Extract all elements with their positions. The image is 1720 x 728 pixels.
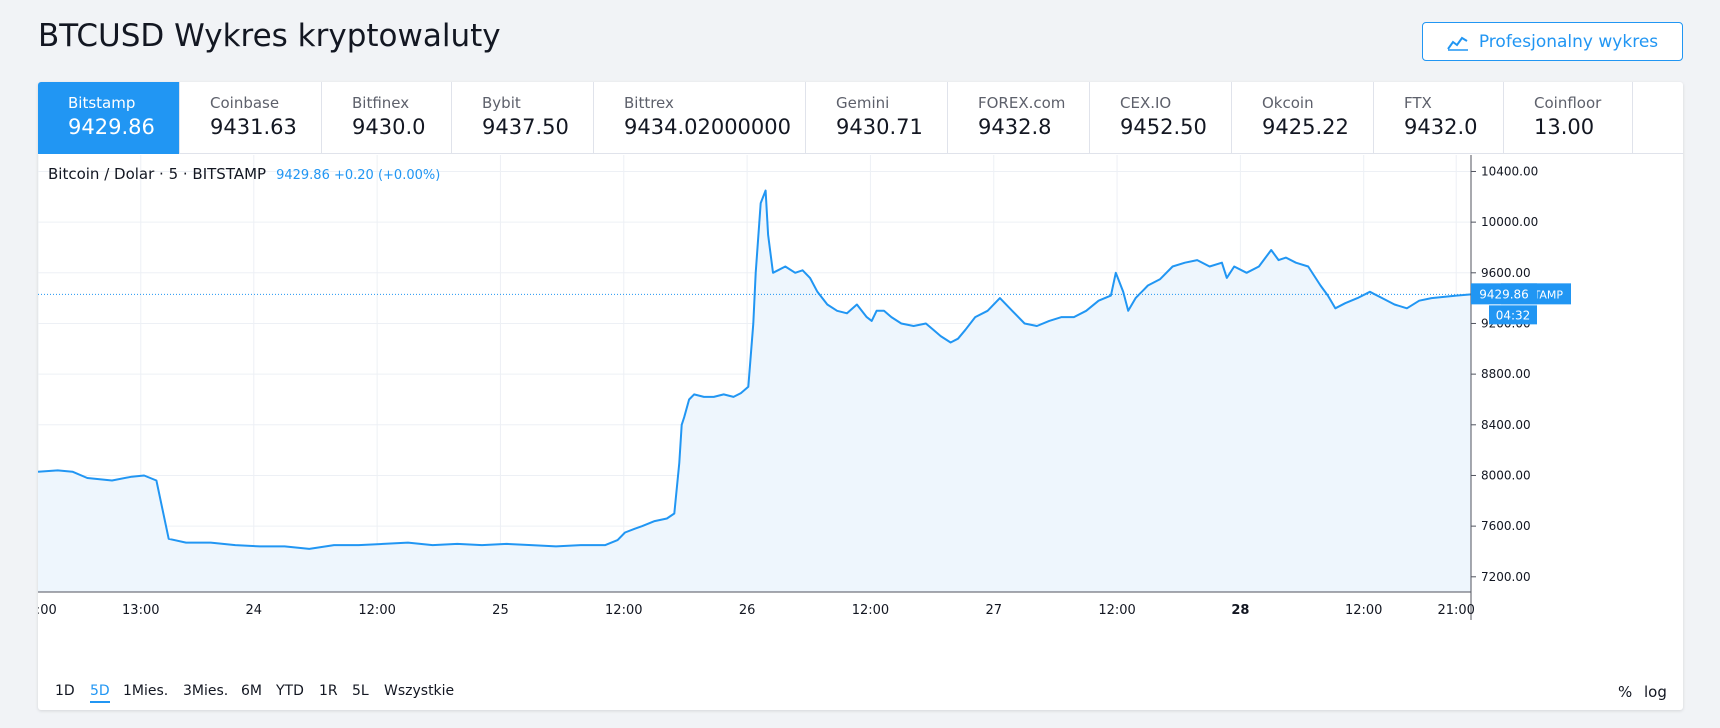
exchange-name: FTX	[1404, 94, 1432, 112]
price-tick-label: 10000.00	[1481, 215, 1538, 229]
time-tick-label: 12:00	[1098, 603, 1135, 618]
time-tick-label: 28	[1231, 603, 1249, 618]
range-1r[interactable]: 1R	[319, 683, 338, 699]
exchange-price: 9434.02000000	[624, 115, 792, 139]
exchange-price: 9452.50	[1120, 115, 1207, 139]
tab-bybit[interactable]: Bybit 9437.50	[452, 82, 594, 154]
exchange-price: 9430.71	[836, 115, 923, 139]
professional-chart-label: Profesjonalny wykres	[1478, 31, 1659, 52]
range-6m[interactable]: 6M	[241, 683, 262, 699]
tab-bitstamp[interactable]: Bitstamp 9429.86	[38, 82, 180, 154]
exchange-name: FOREX.com	[978, 94, 1066, 112]
range-wszystkie[interactable]: Wszystkie	[384, 683, 455, 699]
tab-bitfinex[interactable]: Bitfinex 9430.0	[322, 82, 452, 154]
exchange-price: 9431.63	[210, 115, 297, 139]
tab-gemini[interactable]: Gemini 9430.71	[806, 82, 948, 154]
exchange-price: 9432.8	[978, 115, 1052, 139]
exchange-name: Coinfloor	[1534, 94, 1602, 112]
price-tick-label: 8400.00	[1481, 418, 1531, 432]
time-tick-label: 24	[246, 603, 263, 618]
tab-coinfloor[interactable]: Coinfloor 13.00	[1504, 82, 1633, 154]
time-tick-label: 12:00	[852, 603, 889, 618]
log-scale-toggle[interactable]: log	[1644, 683, 1667, 701]
chart-line-icon	[1447, 36, 1468, 51]
range-3mies[interactable]: 3Mies.	[183, 683, 229, 699]
time-tick-label: 12:00	[1345, 603, 1382, 618]
exchange-price: 9430.0	[352, 115, 426, 139]
price-tick-label: 10400.00	[1481, 164, 1538, 178]
time-tick-label: 12:00	[358, 603, 395, 618]
exchange-price: 9429.86	[68, 115, 155, 139]
exchange-name: Coinbase	[210, 94, 280, 112]
professional-chart-button[interactable]: Profesjonalny wykres	[1422, 22, 1683, 61]
tab-forex-com[interactable]: FOREX.com 9432.8	[948, 82, 1090, 154]
price-chart[interactable]: 7200.007600.008000.008400.008800.009200.…	[38, 155, 1683, 637]
range-toolbar: 1D 5D 1Mies. 3Mies. 6M YTD 1R 5L Wszystk…	[38, 677, 1683, 705]
time-tick-label: 25	[492, 603, 509, 618]
exchange-name: Bybit	[482, 94, 521, 112]
range-5l[interactable]: 5L	[352, 683, 369, 699]
time-tick-label: 13:00	[122, 603, 159, 618]
price-label-value: 9429.86	[1479, 287, 1529, 301]
chart-svg[interactable]: 7200.007600.008000.008400.008800.009200.…	[38, 155, 1683, 665]
price-tick-label: 8000.00	[1481, 468, 1531, 482]
range-ytd[interactable]: YTD	[276, 683, 304, 699]
range-1d[interactable]: 1D	[55, 683, 75, 699]
range-1mies[interactable]: 1Mies.	[123, 683, 169, 699]
page-title: BTCUSD Wykres kryptowaluty	[38, 18, 501, 54]
exchange-name: Bittrex	[624, 94, 674, 112]
chart-card: Bitstamp 9429.86 Coinbase 9431.63 Bitfin…	[38, 82, 1683, 710]
price-tick-label: 7200.00	[1481, 570, 1531, 584]
time-tick-label: 12:00	[605, 603, 642, 618]
price-label-value-box	[1471, 283, 1537, 305]
time-tick-label: 27	[985, 603, 1002, 618]
legend-values: 9429.86 +0.20 (+0.00%)	[276, 168, 441, 183]
time-tick-label: 21:00	[1437, 603, 1474, 618]
price-tick-label: 7600.00	[1481, 519, 1531, 533]
legend-symbol: Bitcoin / Dolar · 5 · BITSTAMP	[48, 165, 267, 183]
range-5d[interactable]: 5D	[90, 683, 110, 703]
tab-coinbase[interactable]: Coinbase 9431.63	[180, 82, 322, 154]
exchange-price: 13.00	[1534, 115, 1595, 139]
exchange-name: Bitfinex	[352, 94, 410, 112]
exchange-price: 9425.22	[1262, 115, 1349, 139]
tab-okcoin[interactable]: Okcoin 9425.22	[1232, 82, 1374, 154]
price-tick-label: 8800.00	[1481, 367, 1531, 381]
percent-scale-toggle[interactable]: %	[1618, 683, 1633, 701]
exchange-name: CEX.IO	[1120, 94, 1172, 112]
countdown-label: 04:32	[1496, 308, 1531, 322]
time-tick-label: 26	[739, 603, 756, 618]
exchange-price: 9432.0	[1404, 115, 1478, 139]
exchange-tabs: Bitstamp 9429.86 Coinbase 9431.63 Bitfin…	[38, 82, 1683, 154]
chart-legend: Bitcoin / Dolar · 5 · BITSTAMP 9429.86 +…	[48, 165, 440, 183]
exchange-name: Bitstamp	[68, 94, 136, 112]
tab-cex-io[interactable]: CEX.IO 9452.50	[1090, 82, 1232, 154]
exchange-name: Okcoin	[1262, 94, 1314, 112]
tab-ftx[interactable]: FTX 9432.0	[1374, 82, 1504, 154]
price-tick-label: 9600.00	[1481, 266, 1531, 280]
countdown-box	[1489, 305, 1537, 325]
tab-bittrex[interactable]: Bittrex 9434.02000000	[594, 82, 806, 154]
time-tick-label: 03:00	[38, 603, 57, 618]
exchange-price: 9437.50	[482, 115, 569, 139]
price-line	[38, 189, 1472, 550]
price-area-fill	[38, 190, 1471, 592]
exchange-name: Gemini	[836, 94, 890, 112]
